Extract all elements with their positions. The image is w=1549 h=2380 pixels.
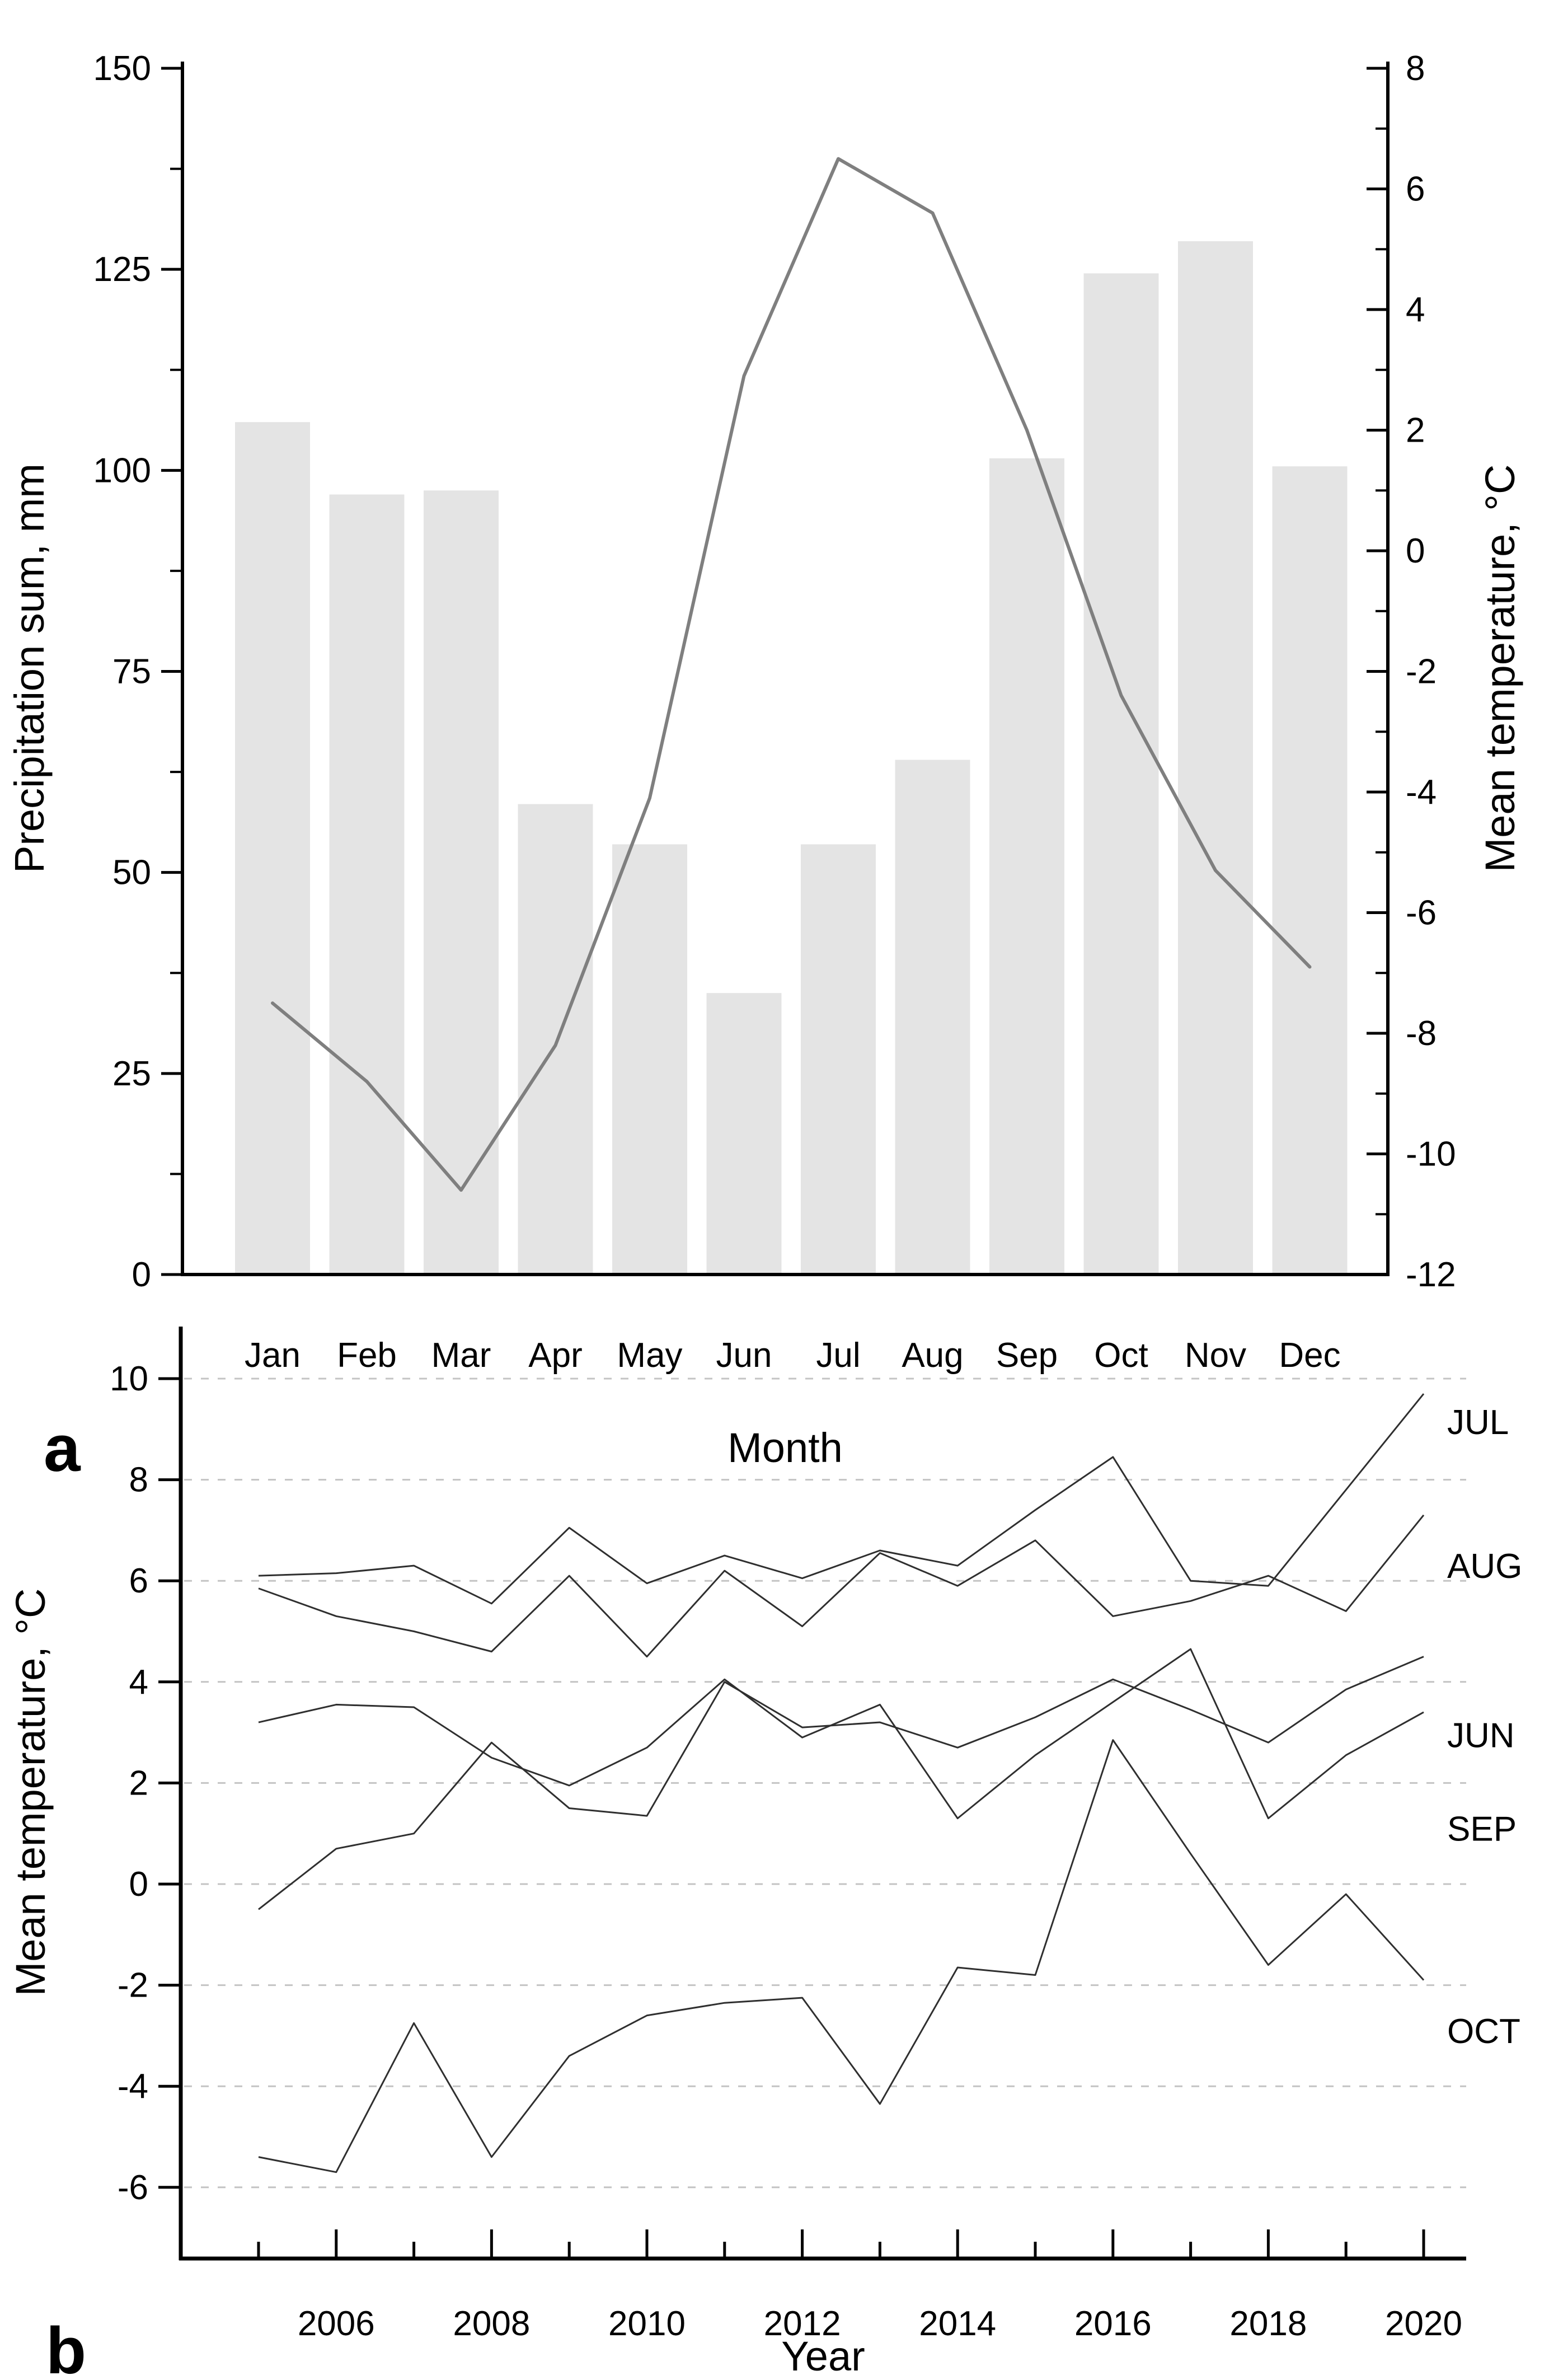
series-label-jun: JUN: [1447, 1717, 1515, 1755]
y-tick-label: 10: [110, 1360, 148, 1398]
series-label-oct: OCT: [1447, 2012, 1520, 2051]
series-line-oct: [258, 1739, 1425, 2173]
left-tick-label: 25: [112, 1055, 151, 1093]
bar-oct: [1083, 273, 1159, 1275]
panel-b-axes: [158, 1327, 1466, 2261]
left-tick-label: 0: [132, 1255, 151, 1294]
precipitation-bars: [235, 241, 1348, 1275]
year-label: 2006: [298, 2304, 375, 2343]
right-tick-label: 8: [1406, 49, 1425, 88]
series-label-jul: JUL: [1447, 1403, 1509, 1442]
panel-b-gridlines: [184, 1378, 1466, 2189]
y-tick-label: 0: [129, 1865, 148, 1904]
month-label: Dec: [1279, 1336, 1340, 1375]
y-tick-label: 4: [129, 1663, 148, 1702]
bar-dec: [1272, 466, 1348, 1275]
y-tick-label: 6: [129, 1562, 148, 1600]
right-tick-label: -8: [1406, 1014, 1437, 1053]
series-line-aug: [258, 1514, 1425, 1658]
year-label: 2018: [1229, 2304, 1307, 2343]
series-label-aug: AUG: [1447, 1547, 1522, 1586]
month-label: Mar: [431, 1336, 491, 1375]
bar-aug: [895, 760, 970, 1275]
month-label: Apr: [528, 1336, 582, 1375]
right-tick-label: 2: [1406, 411, 1425, 450]
month-label: Feb: [337, 1336, 397, 1375]
year-label: 2020: [1385, 2304, 1462, 2343]
panel-b-chart: 10 8 6 4 2 0 -2 -4 -6 2006 2008 2010 2012 2014 2016 201…: [7, 1327, 1522, 2380]
right-tick-label: -10: [1406, 1135, 1456, 1174]
right-tick-label: 6: [1406, 170, 1425, 209]
month-label: Oct: [1094, 1336, 1148, 1375]
series-line-jun: [258, 1656, 1424, 1910]
right-tick-label: -4: [1406, 773, 1437, 812]
bar-nov: [1178, 241, 1253, 1275]
right-tick-label: -2: [1406, 653, 1437, 691]
year-label: 2014: [919, 2304, 996, 2343]
panel-a-tick-labels: 0 25 50 75 100 125 150 8 6 4 2 0 -2 -4 -6 -8 -10 -12 Jan Fe…: [93, 49, 1456, 1375]
mean-temperature-polyline: [271, 157, 1312, 1192]
month-label: May: [617, 1336, 682, 1375]
bar-jul: [801, 844, 876, 1275]
bar-apr: [518, 804, 593, 1275]
y-tick-label: -4: [118, 2067, 148, 2106]
bar-jan: [235, 422, 310, 1275]
year-label: 2008: [453, 2304, 530, 2343]
left-tick-label: 150: [93, 49, 151, 88]
year-label: 2012: [764, 2304, 841, 2343]
left-tick-label: 75: [112, 653, 151, 691]
bar-may: [612, 844, 687, 1275]
panel-b-letter: b: [46, 2314, 86, 2380]
month-label: Jul: [816, 1336, 860, 1375]
left-tick-label: 125: [93, 250, 151, 289]
right-tick-label: -6: [1406, 894, 1437, 933]
left-tick-label: 100: [93, 451, 151, 490]
panel-b-series-labels: JUL AUG JUN SEP OCT: [1447, 1403, 1522, 2051]
y-tick-label: 8: [129, 1461, 148, 1500]
right-tick-label: 4: [1406, 291, 1425, 329]
month-label: Nov: [1185, 1336, 1246, 1375]
year-label: 2016: [1074, 2304, 1152, 2343]
month-label: Jun: [716, 1336, 772, 1375]
panel-a-ylabel-left: Precipitation sum, mm: [6, 463, 53, 873]
bar-sep: [989, 458, 1064, 1275]
month-label: Aug: [902, 1336, 963, 1375]
bar-mar: [424, 490, 499, 1275]
panel-a-xlabel: Month: [727, 1425, 843, 1471]
y-tick-label: -2: [118, 1966, 148, 2005]
bar-feb: [329, 494, 405, 1275]
panel-a-axes: [161, 62, 1390, 1276]
series-label-sep: SEP: [1447, 1810, 1517, 1849]
temperature-line: [271, 157, 1312, 1192]
bar-jun: [706, 993, 782, 1275]
series-line-jul: [258, 1393, 1425, 1605]
year-label: 2010: [608, 2304, 686, 2343]
panel-b-tick-labels: 10 8 6 4 2 0 -2 -4 -6 2006 2008 2010 2012 2014 2016 201…: [110, 1360, 1462, 2343]
panel-b-series-lines: [258, 1393, 1425, 2173]
panel-b-ylabel: Mean temperature, °C: [7, 1589, 54, 1997]
right-tick-label: -12: [1406, 1255, 1456, 1294]
y-tick-label: -6: [118, 2168, 148, 2207]
month-label: Sep: [996, 1336, 1058, 1375]
right-tick-label: 0: [1406, 532, 1425, 570]
panel-a-chart: 0 25 50 75 100 125 150 8 6 4 2 0 -2 -4 -6 -8 -10 -12 Jan Fe…: [6, 49, 1523, 1486]
panel-a-ylabel-right: Mean temperature, °C: [1477, 465, 1523, 873]
y-tick-label: 2: [129, 1764, 148, 1802]
panel-b-xlabel: Year: [781, 2333, 865, 2379]
series-line-sep: [258, 1648, 1424, 1820]
month-label: Jan: [245, 1336, 301, 1375]
panel-a-letter: a: [44, 1412, 81, 1486]
left-tick-label: 50: [112, 854, 151, 892]
